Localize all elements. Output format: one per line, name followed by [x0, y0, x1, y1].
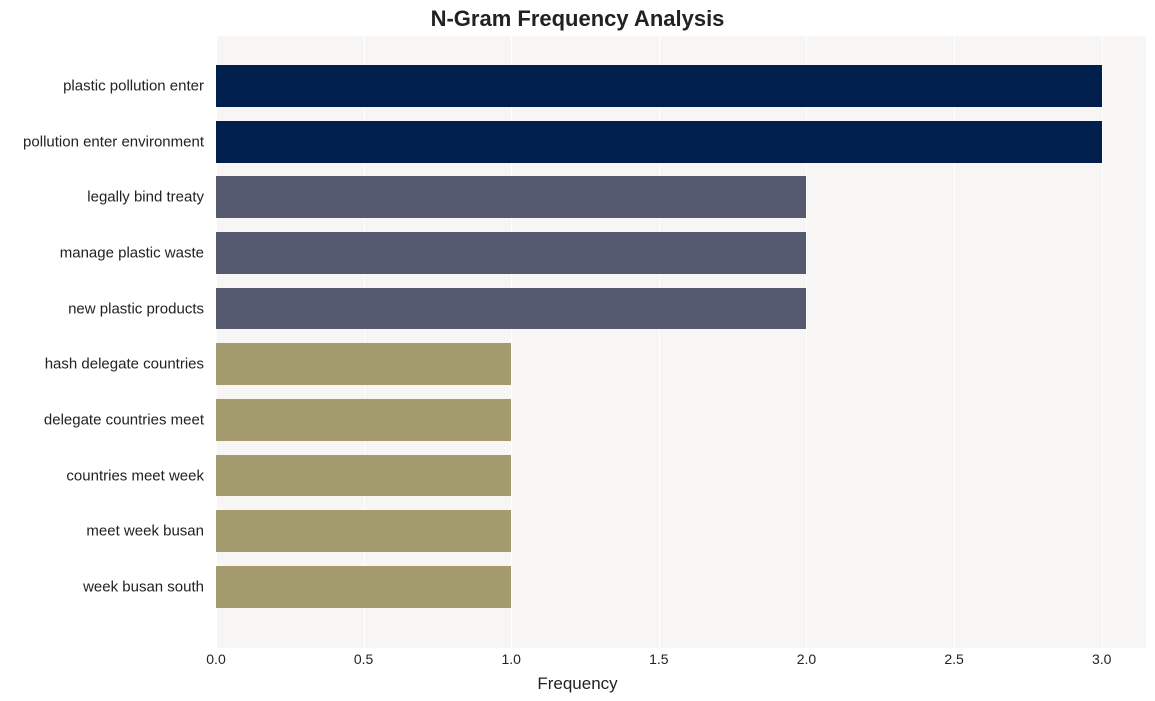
y-tick-label: manage plastic waste	[0, 244, 210, 261]
y-tick-label: plastic pollution enter	[0, 78, 210, 95]
bar	[216, 510, 511, 552]
bar	[216, 399, 511, 441]
x-tick-label: 2.0	[797, 651, 816, 667]
x-axis-label: Frequency	[0, 674, 1155, 694]
bar	[216, 121, 1102, 163]
y-tick-label: legally bind treaty	[0, 189, 210, 206]
bar	[216, 65, 1102, 107]
x-axis-ticks: 0.00.51.01.52.02.53.0	[216, 651, 1146, 675]
gridline	[1102, 36, 1103, 648]
x-tick-label: 0.0	[206, 651, 225, 667]
plot-area	[216, 36, 1146, 648]
bar	[216, 288, 806, 330]
x-tick-label: 0.5	[354, 651, 373, 667]
chart-container: N-Gram Frequency Analysis plastic pollut…	[0, 0, 1155, 701]
y-axis-labels: plastic pollution enter pollution enter e…	[0, 36, 210, 648]
x-tick-label: 1.5	[649, 651, 668, 667]
x-tick-label: 3.0	[1092, 651, 1111, 667]
y-tick-label: meet week busan	[0, 523, 210, 540]
bar	[216, 176, 806, 218]
y-tick-label: hash delegate countries	[0, 356, 210, 373]
y-tick-label: pollution enter environment	[0, 133, 210, 150]
y-tick-label: countries meet week	[0, 467, 210, 484]
chart-title: N-Gram Frequency Analysis	[0, 6, 1155, 32]
y-tick-label: new plastic products	[0, 300, 210, 317]
bar	[216, 232, 806, 274]
bar	[216, 566, 511, 608]
bar	[216, 455, 511, 497]
x-tick-label: 2.5	[944, 651, 963, 667]
bar	[216, 343, 511, 385]
y-tick-label: week busan south	[0, 578, 210, 595]
x-tick-label: 1.0	[502, 651, 521, 667]
y-tick-label: delegate countries meet	[0, 411, 210, 428]
